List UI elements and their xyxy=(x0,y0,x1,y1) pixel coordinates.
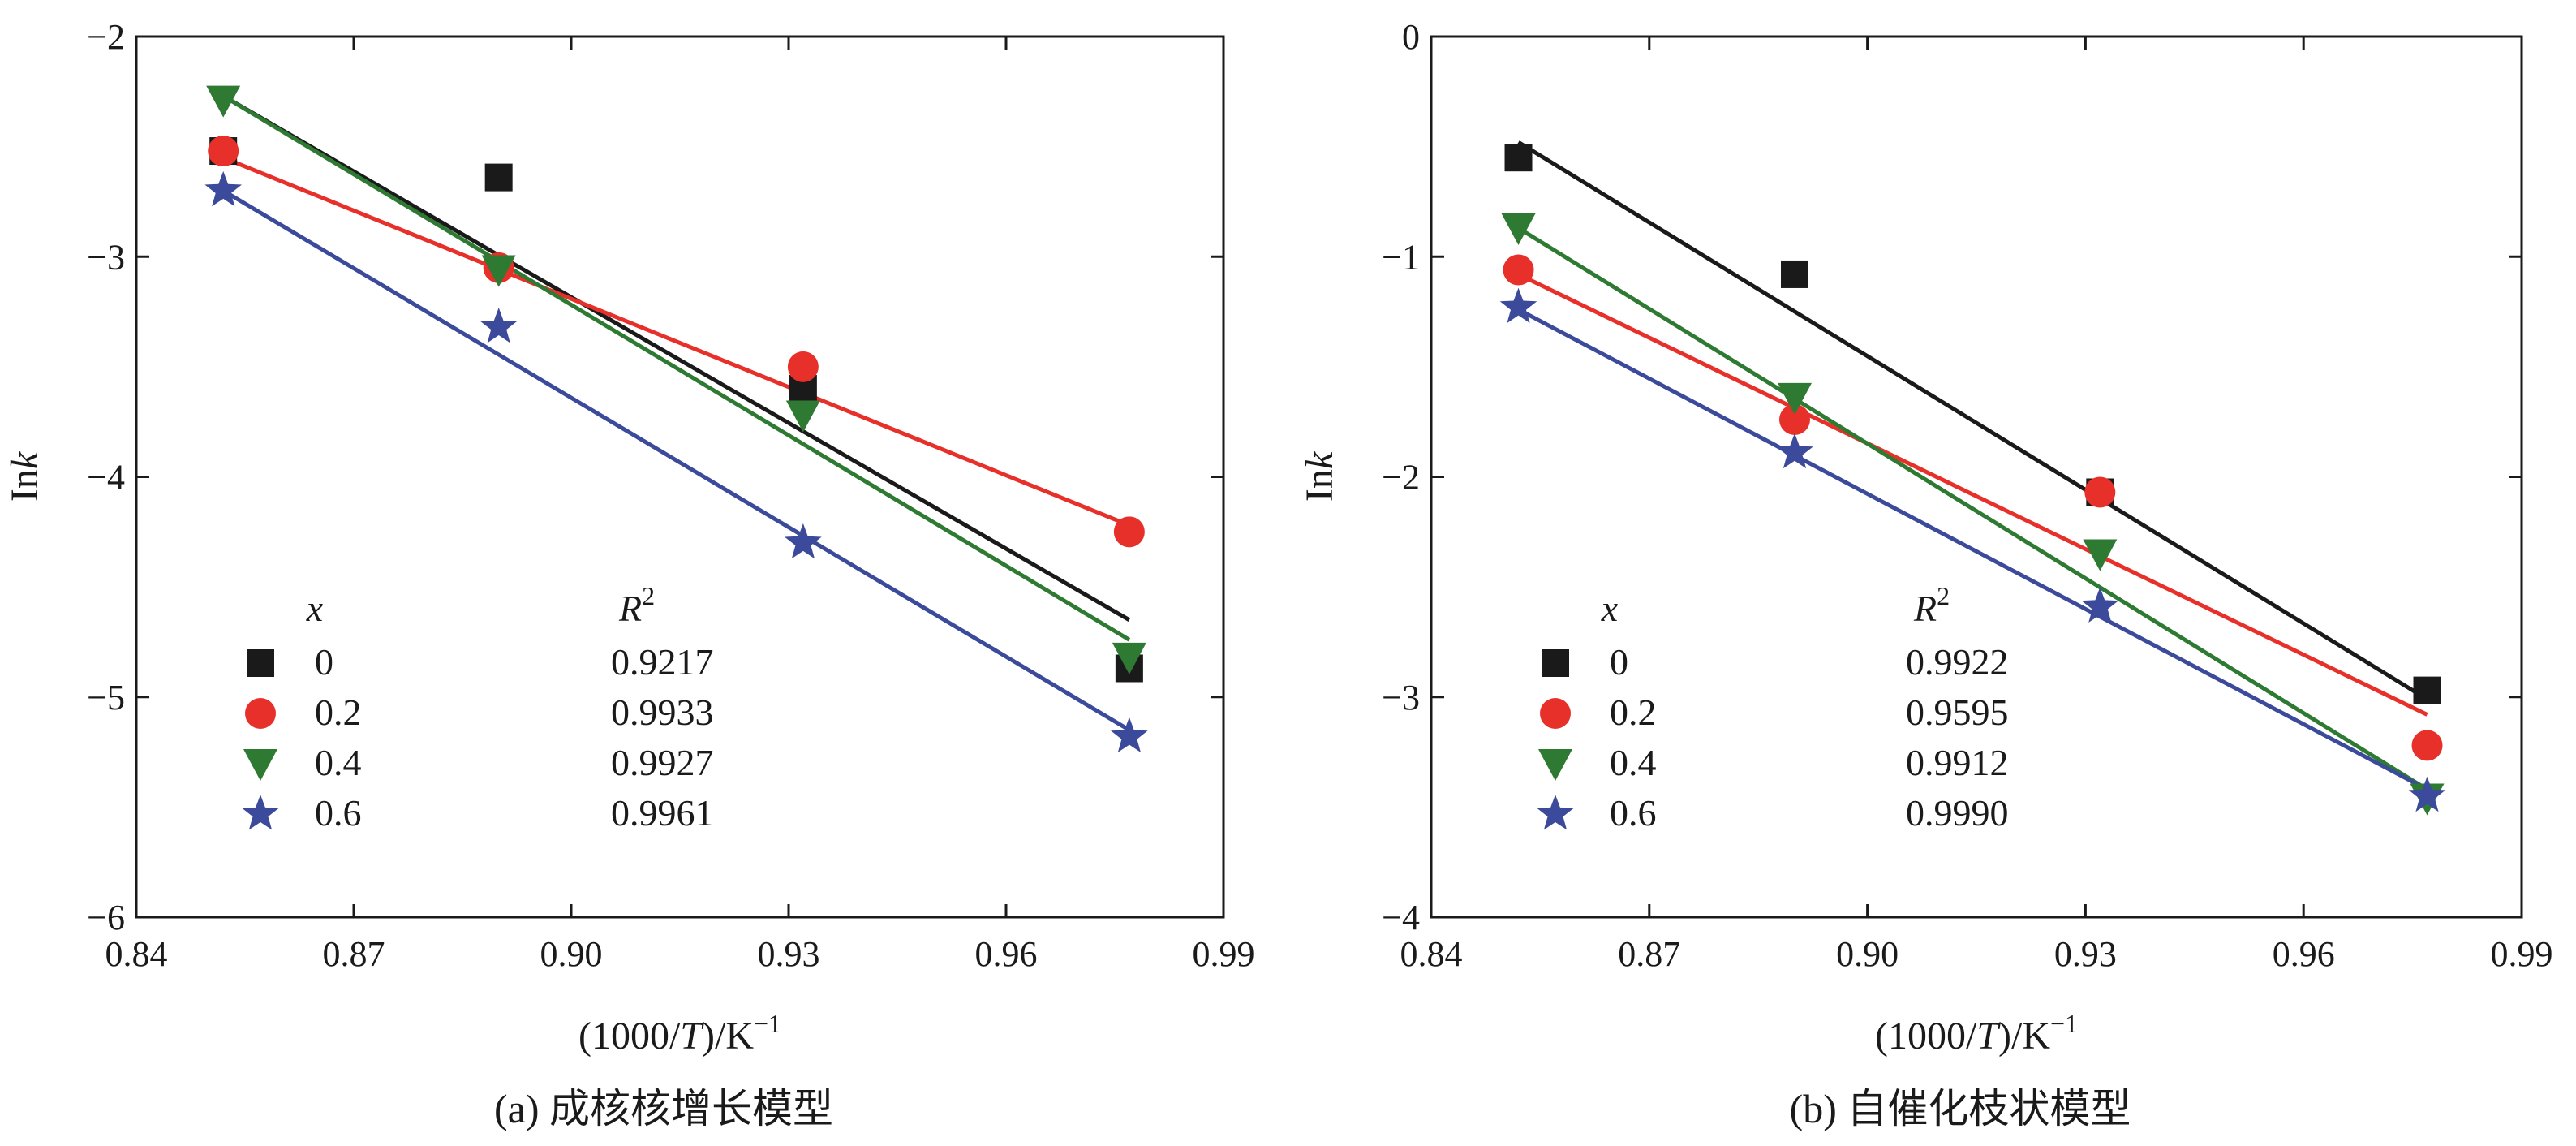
data-point-series-0.4 xyxy=(1501,213,1536,245)
y-axis-label: Ink xyxy=(1298,450,1341,502)
y-tick-label: −2 xyxy=(87,17,125,57)
panel-caption: (a) 成核核增长模型 xyxy=(494,1086,833,1131)
legend-marker-0.4 xyxy=(243,749,277,781)
legend-r2-value: 0.9912 xyxy=(1906,742,2009,783)
x-tick-label: 0.87 xyxy=(1618,934,1680,974)
data-point-series-0 xyxy=(1781,260,1808,288)
legend-header-r2: R2 xyxy=(618,581,655,629)
x-tick-label: 0.84 xyxy=(105,934,168,974)
x-tick-label: 0.93 xyxy=(2054,934,2117,974)
legend-r2-value: 0.9927 xyxy=(611,742,714,783)
x-tick-label: 0.99 xyxy=(1193,934,1255,974)
data-point-series-0.4 xyxy=(1778,382,1812,415)
data-point-series-0.2 xyxy=(2084,476,2116,508)
legend-label: 0 xyxy=(315,641,333,683)
y-tick-label: −3 xyxy=(1382,678,1420,717)
legend-label: 0.2 xyxy=(1610,691,1657,733)
y-tick-label: −4 xyxy=(1382,898,1420,937)
data-point-series-0.4 xyxy=(206,85,241,118)
legend-marker-0 xyxy=(1542,649,1569,677)
plot-frame xyxy=(135,35,1225,919)
legend-marker-0.4 xyxy=(1538,749,1572,781)
panel-caption: (b) 自催化枝状模型 xyxy=(1790,1086,2131,1131)
legend-label: 0.4 xyxy=(315,742,362,783)
data-point-series-0.2 xyxy=(208,136,239,167)
data-point-series-0.6 xyxy=(1776,433,1813,469)
legend-header-r2: R2 xyxy=(1913,581,1950,629)
x-tick-label: 0.90 xyxy=(1836,934,1899,974)
data-point-series-0.6 xyxy=(2408,776,2446,812)
y-tick-label: −6 xyxy=(87,898,125,937)
x-tick-label: 0.96 xyxy=(975,934,1038,974)
y-tick-label: −4 xyxy=(87,458,125,498)
legend-marker-0 xyxy=(247,649,274,677)
legend-header-x: x xyxy=(1601,588,1619,629)
fit-line-series-0.2 xyxy=(1517,272,2428,717)
y-tick-label: −2 xyxy=(1382,458,1420,498)
legend-label: 0 xyxy=(1610,641,1628,683)
data-point-series-0.6 xyxy=(1499,287,1537,324)
data-point-series-0.6 xyxy=(480,308,518,343)
data-point-series-0.6 xyxy=(1111,717,1148,752)
x-tick-label: 0.90 xyxy=(540,934,603,974)
legend-r2-value: 0.9933 xyxy=(611,691,714,733)
data-point-series-0.2 xyxy=(787,351,819,382)
data-point-series-0.4 xyxy=(1112,642,1146,674)
legend-label: 0.6 xyxy=(315,792,362,834)
data-point-series-0.2 xyxy=(1779,403,1810,435)
data-point-series-0 xyxy=(484,163,513,192)
legend-label: 0.2 xyxy=(315,691,362,733)
data-point-series-0.4 xyxy=(785,400,820,433)
fit-line-series-0.4 xyxy=(1517,226,2428,791)
y-tick-label: −5 xyxy=(87,678,125,717)
x-tick-label: 0.93 xyxy=(758,934,820,974)
legend-marker-0.2 xyxy=(1540,698,1571,729)
fit-line-series-0.2 xyxy=(222,155,1130,528)
legend-label: 0.6 xyxy=(1610,792,1657,834)
fit-line-series-0 xyxy=(1517,140,2428,701)
legend-marker-0.6 xyxy=(1537,795,1574,830)
data-point-series-0.6 xyxy=(2081,587,2119,623)
x-axis-label: (1000/T)/K−1 xyxy=(578,1009,781,1058)
legend-r2-value: 0.9961 xyxy=(611,792,714,834)
fit-line-series-0.4 xyxy=(221,94,1131,642)
data-point-series-0.4 xyxy=(481,255,516,287)
legend-r2-value: 0.9922 xyxy=(1906,641,2009,683)
y-tick-label: −3 xyxy=(87,237,125,277)
data-point-series-0.6 xyxy=(204,170,242,207)
x-tick-label: 0.87 xyxy=(323,934,385,974)
fit-line-series-0.6 xyxy=(1517,308,2428,791)
y-tick-label: 0 xyxy=(1402,17,1420,57)
data-point-series-0 xyxy=(1504,144,1533,172)
x-tick-label: 0.84 xyxy=(1400,934,1463,974)
x-tick-label: 0.96 xyxy=(2273,934,2335,974)
y-axis-label: Ink xyxy=(3,450,46,502)
legend-r2-value: 0.9217 xyxy=(611,641,714,683)
legend-r2-value: 0.9990 xyxy=(1906,792,2009,834)
fit-line-series-0 xyxy=(221,94,1131,622)
y-tick-label: −1 xyxy=(1382,237,1420,277)
panel-a: 0.84 0.87 0.90 0.93 0.96 0.99 −2 −3 −4 −5 −6 (1000/… xyxy=(3,17,1255,1131)
panel-b: 0.84 0.87 0.90 0.93 0.96 0.99 0 −1 −2 −3 −4 (1000/T… xyxy=(1298,17,2553,1131)
data-point-series-0.2 xyxy=(2411,730,2443,761)
plot-frame xyxy=(1430,35,2523,919)
x-axis-label: (1000/T)/K−1 xyxy=(1875,1009,2078,1058)
data-point-series-0.6 xyxy=(785,523,822,559)
x-tick-label: 0.99 xyxy=(2491,934,2553,974)
fit-line-series-0.6 xyxy=(221,188,1131,732)
data-point-series-0 xyxy=(2413,676,2441,704)
legend-label: 0.4 xyxy=(1610,742,1657,783)
data-point-series-0.2 xyxy=(1113,516,1145,548)
legend-header-x: x xyxy=(306,588,324,629)
data-point-series-0.2 xyxy=(1503,254,1534,286)
legend-marker-0.2 xyxy=(245,698,276,729)
legend-marker-0.6 xyxy=(242,795,279,830)
data-point-series-0.4 xyxy=(2083,539,2118,571)
legend-r2-value: 0.9595 xyxy=(1906,691,2009,733)
